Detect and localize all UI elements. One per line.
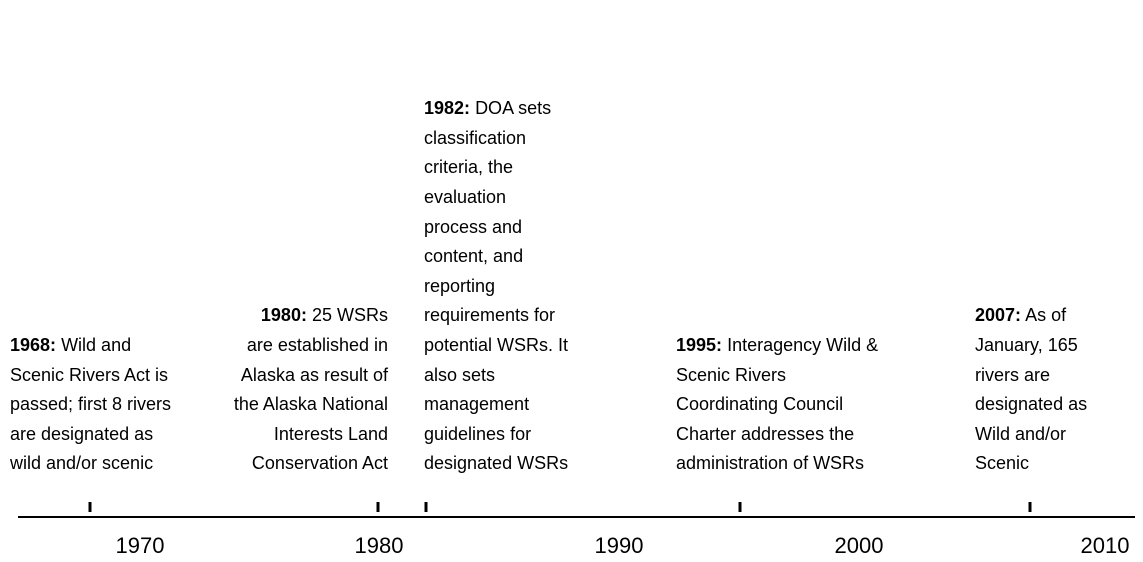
axis-label: 2010 (1080, 533, 1130, 558)
event: 2007: As of January, 165 rivers are desi… (975, 301, 1103, 479)
event-year: 1982: (424, 98, 471, 119)
axis-label: 2000 (834, 533, 884, 558)
event-text: Interagency Wild & Scenic Rivers Coordin… (676, 335, 879, 474)
event-text: DOA sets classification criteria, the ev… (424, 98, 569, 474)
axis-label: 1970 (115, 533, 165, 558)
axis-label: 1980 (354, 533, 404, 558)
event: 1995: Interagency Wild & Scenic Rivers C… (676, 331, 881, 479)
event: 1982: DOA sets classification criteria, … (424, 94, 572, 479)
event-year: 1995: (676, 335, 723, 356)
event-text: 25 WSRs are established in Alaska as res… (233, 305, 388, 474)
event-year: 1980: (260, 305, 307, 326)
event: 1980: 25 WSRs are established in Alaska … (232, 301, 388, 479)
event-year: 1968: (10, 335, 57, 356)
event-text: As of January, 165 rivers are designated… (975, 305, 1088, 474)
event: 1968: Wild and Scenic Rivers Act is pass… (10, 331, 182, 479)
axis-label: 1990 (594, 533, 644, 558)
event-text: Wild and Scenic Rivers Act is passed; fi… (10, 335, 172, 474)
event-year: 2007: (975, 305, 1022, 326)
